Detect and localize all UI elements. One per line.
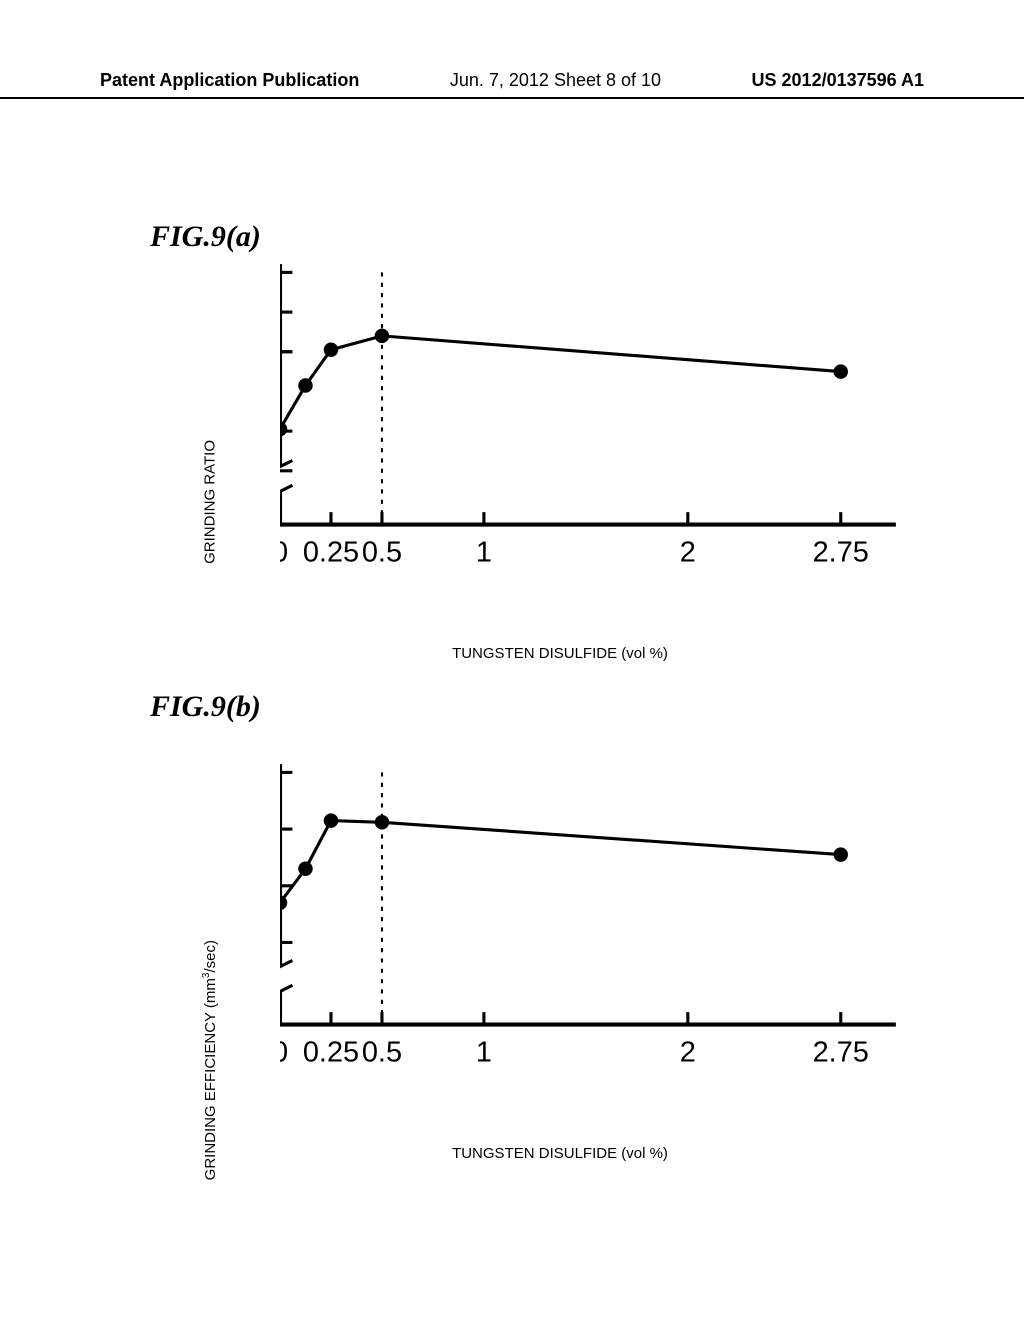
svg-text:0.25: 0.25 <box>303 537 359 569</box>
header-mid: Jun. 7, 2012 Sheet 8 of 10 <box>450 70 661 91</box>
svg-text:0: 0 <box>280 1037 288 1069</box>
svg-text:0.25: 0.25 <box>303 1037 359 1069</box>
chart-b-xlabel: TUNGSTEN DISULFIDE (vol %) <box>220 1145 900 1162</box>
svg-text:2: 2 <box>680 1037 696 1069</box>
chart-b-plot: 00.250.5122.756789 <box>280 760 900 1070</box>
chart-a-ylabel: GRINDING RATIO <box>202 440 219 564</box>
svg-text:2: 2 <box>680 537 696 569</box>
header-right: US 2012/0137596 A1 <box>752 70 924 91</box>
chart-a-plot: 00.250.5122.75200022002600260028003000 <box>280 260 900 570</box>
svg-text:1: 1 <box>476 537 492 569</box>
svg-text:1: 1 <box>476 1037 492 1069</box>
figure-a-label: FIG.9(a) <box>150 220 261 254</box>
chart-grinding-efficiency: GRINDING EFFICIENCY (mm3/sec) 00.250.512… <box>220 760 900 1120</box>
svg-text:2.75: 2.75 <box>813 537 869 569</box>
chart-b-ylabel: GRINDING EFFICIENCY (mm3/sec) <box>201 940 219 1180</box>
chart-grinding-ratio: GRINDING RATIO 00.250.5122.7520002200260… <box>220 260 900 620</box>
figure-b-label: FIG.9(b) <box>150 690 261 724</box>
header-left: Patent Application Publication <box>100 70 359 91</box>
svg-text:2.75: 2.75 <box>813 1037 869 1069</box>
svg-text:0: 0 <box>280 537 288 569</box>
header-line: Patent Application Publication Jun. 7, 2… <box>0 70 1024 97</box>
svg-text:0.5: 0.5 <box>362 1037 402 1069</box>
page: Patent Application Publication Jun. 7, 2… <box>0 0 1024 1320</box>
page-header: Patent Application Publication Jun. 7, 2… <box>0 70 1024 99</box>
svg-text:0.5: 0.5 <box>362 537 402 569</box>
chart-a-xlabel: TUNGSTEN DISULFIDE (vol %) <box>220 645 900 662</box>
